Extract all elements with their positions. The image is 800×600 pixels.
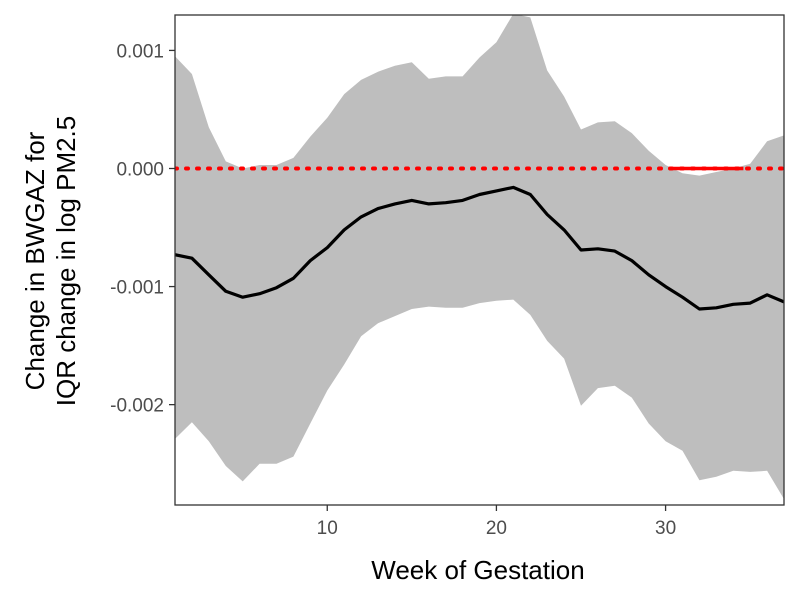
x-axis-title: Week of Gestation — [371, 555, 584, 585]
y-tick-label: -0.001 — [110, 278, 164, 299]
confidence-band — [175, 15, 784, 500]
y-axis-title-line-2: IQR change in log PM2.5 — [51, 116, 81, 407]
plot-content — [175, 15, 784, 500]
panel-border — [174, 14, 785, 506]
x-axis: 10 20 30 — [317, 505, 676, 539]
x-tick-label: 20 — [486, 518, 507, 539]
y-tick-label: -0.002 — [110, 396, 164, 417]
x-tick-label: 10 — [317, 518, 338, 539]
x-tick-label: 30 — [655, 518, 676, 539]
y-axis: 0.001 0.000 -0.001 -0.002 — [110, 41, 175, 417]
y-tick-label: 0.000 — [116, 159, 164, 180]
y-tick-label: 0.001 — [116, 41, 164, 62]
y-axis-title-line-1: Change in BWGAZ for — [20, 131, 50, 390]
plot-area — [174, 14, 785, 506]
